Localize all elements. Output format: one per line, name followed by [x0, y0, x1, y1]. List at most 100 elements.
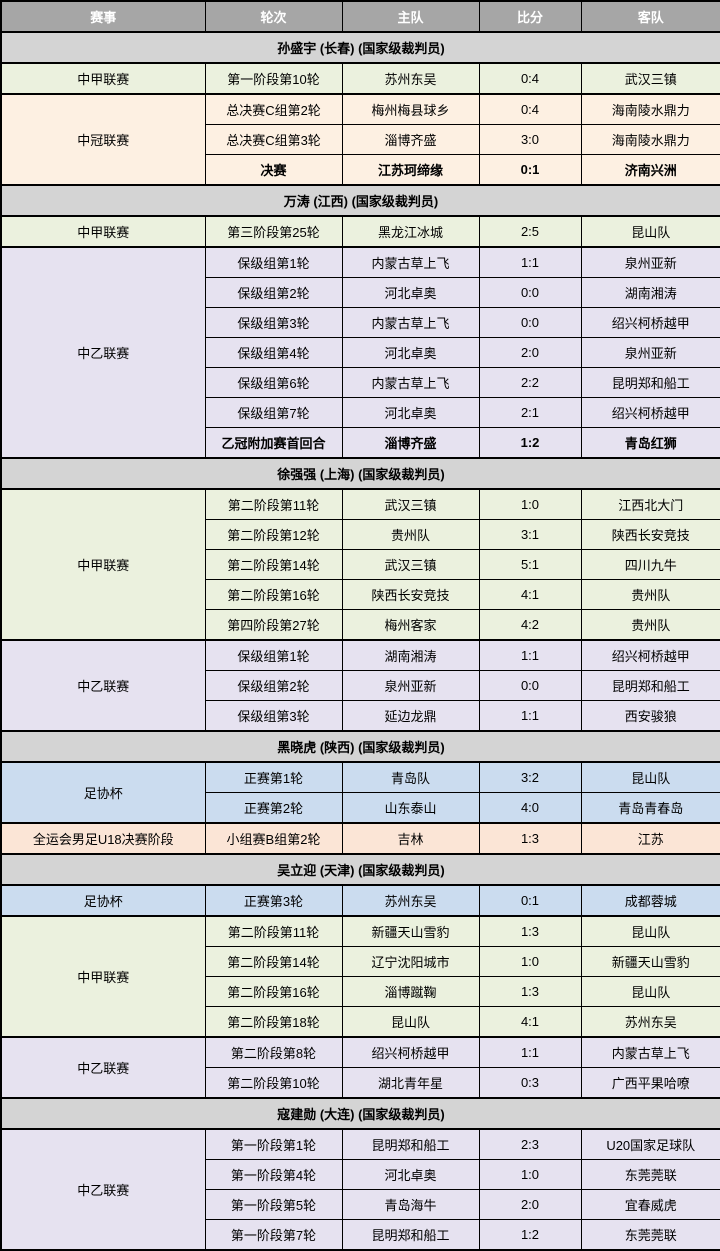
away-team-cell: 湖南湘涛 [580, 277, 720, 308]
round-cell: 第二阶段第14轮 [204, 549, 343, 580]
home-team-cell: 内蒙古草上飞 [341, 367, 480, 398]
away-team-cell: 内蒙古草上飞 [580, 1036, 720, 1068]
away-team-cell: 宜春威虎 [580, 1189, 720, 1220]
score-cell: 1:1 [478, 246, 582, 278]
score-cell: 0:0 [478, 670, 582, 701]
round-cell: 保级组第1轮 [204, 246, 343, 278]
home-team-cell: 绍兴柯桥越甲 [341, 1036, 480, 1068]
referee-section-header: 吴立迎 (天津) (国家级裁判员) [0, 853, 720, 886]
match-row: 全运会男足U18决赛阶段 小组赛B组第2轮 吉林 1:3 江苏 [0, 822, 720, 855]
away-team-cell: 昆山队 [580, 976, 720, 1007]
round-cell: 第一阶段第7轮 [204, 1219, 343, 1251]
round-cell: 总决赛C组第3轮 [204, 124, 343, 155]
round-cell: 保级组第1轮 [204, 639, 343, 671]
score-cell: 0:3 [478, 1067, 582, 1099]
score-cell: 4:2 [478, 609, 582, 641]
referee-section-row: 寇建勋 (大连) (国家级裁判员) [0, 1097, 720, 1130]
away-team-cell: 江苏 [580, 822, 720, 855]
column-header-home-team: 主队 [341, 0, 480, 33]
away-team-cell: U20国家足球队 [580, 1128, 720, 1160]
round-cell: 第一阶段第5轮 [204, 1189, 343, 1220]
match-row: 中乙联赛 第一阶段第1轮 昆明郑和船工 2:3 U20国家足球队 [0, 1128, 720, 1251]
competition-cell: 中冠联赛 [0, 93, 206, 186]
header-row: 赛事 轮次 主队 比分 客队 [0, 0, 720, 33]
referee-section-header: 万涛 (江西) (国家级裁判员) [0, 184, 720, 217]
home-team-cell: 内蒙古草上飞 [341, 246, 480, 278]
match-row: 中乙联赛 第二阶段第8轮 绍兴柯桥越甲 1:1 内蒙古草上飞 [0, 1036, 720, 1099]
away-team-cell: 贵州队 [580, 609, 720, 641]
round-cell: 正赛第3轮 [204, 884, 343, 917]
home-team-cell: 贵州队 [341, 519, 480, 550]
competition-cell: 足协杯 [0, 761, 206, 824]
score-cell: 1:0 [478, 488, 582, 520]
match-row: 总决赛C组第3轮 淄博齐盛 3:0 海南陵水鼎力 [1, 124, 720, 155]
competition-cell: 足协杯 [0, 884, 206, 917]
home-team-cell: 陕西长安竞技 [341, 579, 480, 610]
match-row: 中乙联赛 保级组第1轮 湖南湘涛 1:1 绍兴柯桥越甲 [0, 639, 720, 732]
match-row: 中甲联赛 第二阶段第11轮 新疆天山雪豹 1:3 昆山队 [0, 915, 720, 1038]
home-team-cell: 昆山队 [341, 1006, 480, 1038]
score-cell: 3:1 [478, 519, 582, 550]
round-cell: 第一阶段第4轮 [204, 1159, 343, 1190]
away-team-cell: 昆明郑和船工 [580, 670, 720, 701]
round-cell: 第四阶段第27轮 [204, 609, 343, 641]
round-cell: 正赛第1轮 [204, 761, 343, 793]
score-cell: 2:1 [478, 397, 582, 428]
column-header-round: 轮次 [204, 0, 343, 33]
round-cell: 总决赛C组第2轮 [204, 93, 343, 125]
home-team-cell: 河北卓奥 [341, 337, 480, 368]
away-team-cell: 昆山队 [580, 915, 720, 947]
score-cell: 2:0 [478, 337, 582, 368]
score-cell: 2:3 [478, 1128, 582, 1160]
match-row: 保级组第2轮 泉州亚新 0:0 昆明郑和船工 [1, 670, 720, 701]
round-cell: 保级组第3轮 [204, 307, 343, 338]
away-team-cell: 新疆天山雪豹 [580, 946, 720, 977]
match-row: 保级组第4轮 河北卓奥 2:0 泉州亚新 [1, 337, 720, 368]
away-team-cell: 海南陵水鼎力 [580, 124, 720, 155]
column-header-score: 比分 [478, 0, 582, 33]
column-header-competition: 赛事 [0, 0, 206, 33]
away-team-cell: 海南陵水鼎力 [580, 93, 720, 125]
score-cell: 1:1 [478, 1036, 582, 1068]
match-row: 中乙联赛 保级组第1轮 内蒙古草上飞 1:1 泉州亚新 [0, 246, 720, 459]
home-team-cell: 山东泰山 [341, 792, 480, 824]
score-cell: 3:0 [478, 124, 582, 155]
away-team-cell: 昆明郑和船工 [580, 367, 720, 398]
home-team-cell: 梅州客家 [341, 609, 480, 641]
referee-section-header: 孙盛宇 (长春) (国家级裁判员) [0, 31, 720, 64]
score-cell: 4:1 [478, 579, 582, 610]
round-cell: 第二阶段第11轮 [204, 915, 343, 947]
home-team-cell: 黑龙江冰城 [341, 215, 480, 248]
round-cell: 乙冠附加赛首回合 [204, 427, 343, 459]
home-team-cell: 苏州东吴 [341, 62, 480, 95]
away-team-cell: 泉州亚新 [580, 246, 720, 278]
match-row: 第四阶段第27轮 梅州客家 4:2 贵州队 [1, 609, 720, 641]
score-cell: 0:4 [478, 62, 582, 95]
home-team-cell: 延边龙鼎 [341, 700, 480, 732]
competition-cell: 全运会男足U18决赛阶段 [0, 822, 206, 855]
round-cell: 第二阶段第10轮 [204, 1067, 343, 1099]
score-cell: 1:0 [478, 946, 582, 977]
score-cell: 2:0 [478, 1189, 582, 1220]
score-cell: 1:3 [478, 915, 582, 947]
score-cell: 1:1 [478, 639, 582, 671]
away-team-cell: 昆山队 [580, 761, 720, 793]
away-team-cell: 陕西长安竞技 [580, 519, 720, 550]
referee-section-header: 徐强强 (上海) (国家级裁判员) [0, 457, 720, 490]
away-team-cell: 江西北大门 [580, 488, 720, 520]
referee-section-header: 寇建勋 (大连) (国家级裁判员) [0, 1097, 720, 1130]
away-team-cell: 四川九牛 [580, 549, 720, 580]
column-header-away-team: 客队 [580, 0, 720, 33]
referee-section-row: 孙盛宇 (长春) (国家级裁判员) [0, 31, 720, 64]
away-team-cell: 昆山队 [580, 215, 720, 248]
round-cell: 第二阶段第14轮 [204, 946, 343, 977]
home-team-cell: 内蒙古草上飞 [341, 307, 480, 338]
round-cell: 保级组第6轮 [204, 367, 343, 398]
match-row: 中冠联赛 总决赛C组第2轮 梅州梅县球乡 0:4 海南陵水鼎力 [0, 93, 720, 186]
round-cell: 保级组第3轮 [204, 700, 343, 732]
round-cell: 第二阶段第8轮 [204, 1036, 343, 1068]
away-team-cell: 绍兴柯桥越甲 [580, 397, 720, 428]
round-cell: 保级组第2轮 [204, 277, 343, 308]
home-team-cell: 苏州东吴 [341, 884, 480, 917]
